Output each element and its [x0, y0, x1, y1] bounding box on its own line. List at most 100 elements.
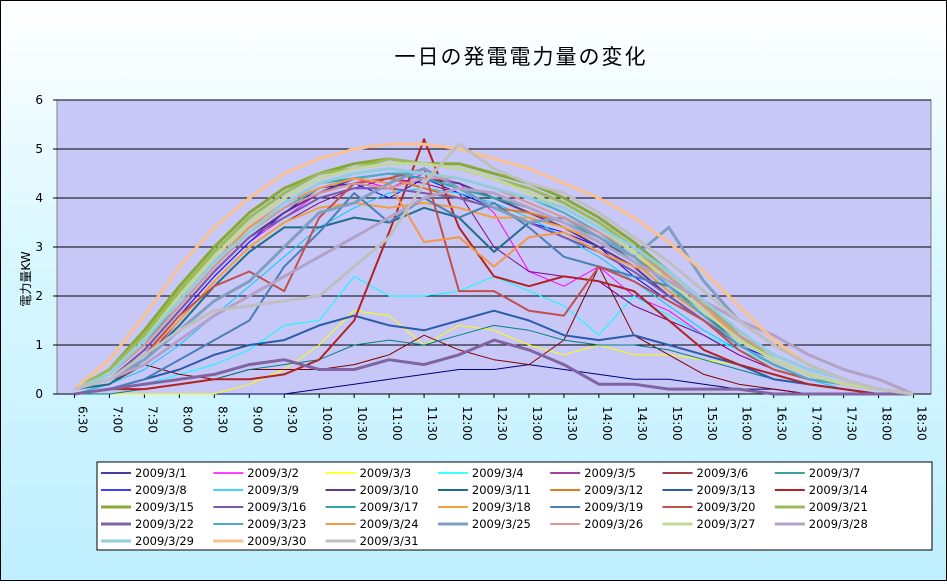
legend-item: 2009/3/31 — [325, 534, 419, 548]
legend-label: 2009/3/31 — [360, 534, 419, 548]
x-tick-label: 9:00 — [250, 406, 264, 433]
legend-label: 2009/3/14 — [809, 483, 868, 497]
legend-item: 2009/3/13 — [662, 483, 756, 497]
x-tick-label: 16:00 — [740, 406, 754, 441]
legend-label: 2009/3/19 — [584, 500, 643, 514]
series-line-2009/3/20 — [74, 167, 914, 395]
series-line-2009/3/28 — [74, 186, 915, 396]
legend-item: 2009/3/20 — [662, 500, 756, 514]
legend-label: 2009/3/7 — [809, 466, 861, 480]
legend-label: 2009/3/28 — [809, 517, 868, 531]
x-tick-label: 18:00 — [880, 406, 894, 441]
y-axis-ticks: 0 1 2 3 4 5 6 — [35, 93, 57, 401]
legend-item: 2009/3/5 — [550, 466, 636, 480]
legend-label: 2009/3/15 — [135, 500, 194, 514]
legend-item: 2009/3/14 — [774, 483, 868, 497]
x-tick-label: 18:30 — [915, 406, 929, 441]
legend-item: 2009/3/15 — [101, 500, 194, 514]
legend-item: 2009/3/16 — [213, 500, 306, 514]
legend-label: 2009/3/24 — [360, 517, 419, 531]
x-tick-label: 13:00 — [530, 406, 544, 441]
y-tick-label: 2 — [35, 289, 43, 303]
legend-label: 2009/3/21 — [809, 500, 868, 514]
y-tick-label: 1 — [35, 338, 43, 352]
y-tick-label: 3 — [35, 240, 43, 254]
legend-item: 2009/3/23 — [213, 517, 306, 531]
legend-item: 2009/3/2 — [213, 466, 299, 480]
legend-label: 2009/3/26 — [584, 517, 643, 531]
y-tick-label: 5 — [35, 142, 43, 156]
legend-label: 2009/3/22 — [135, 517, 194, 531]
legend-label: 2009/3/5 — [584, 466, 636, 480]
x-tick-label: 17:00 — [810, 406, 824, 441]
x-tick-label: 6:30 — [75, 406, 89, 433]
x-tick-label: 12:30 — [495, 406, 509, 441]
x-tick-label: 11:30 — [425, 406, 439, 441]
legend-item: 2009/3/21 — [774, 500, 868, 514]
legend: 2009/3/1 2009/3/2 2009/3/3 2009/3/4 2009/3/5… — [101, 466, 868, 548]
x-tick-label: 7:00 — [110, 406, 124, 433]
legend-item: 2009/3/12 — [550, 483, 643, 497]
legend-item: 2009/3/8 — [101, 483, 187, 497]
legend-label: 2009/3/6 — [697, 466, 749, 480]
x-tick-label: 14:00 — [600, 406, 614, 441]
legend-label: 2009/3/20 — [697, 500, 756, 514]
legend-label: 2009/3/9 — [247, 483, 299, 497]
series-line-2009/3/22 — [74, 338, 914, 396]
series-line-2009/3/31 — [74, 142, 914, 396]
x-tick-label: 11:00 — [390, 406, 404, 441]
x-axis-ticks: 6:30 7:00 7:30 8:00 8:30 9:00 9:30 10:00 10:30 11… — [57, 393, 931, 441]
legend-item: 2009/3/24 — [325, 517, 419, 531]
x-tick-label: 13:30 — [565, 406, 579, 441]
legend-label: 2009/3/10 — [360, 483, 419, 497]
x-tick-label: 15:00 — [670, 406, 684, 441]
x-tick-label: 7:30 — [145, 406, 159, 433]
legend-label: 2009/3/29 — [135, 534, 194, 548]
legend-label: 2009/3/3 — [360, 466, 412, 480]
legend-item: 2009/3/25 — [437, 517, 531, 531]
legend-item: 2009/3/1 — [101, 466, 187, 480]
legend-label: 2009/3/4 — [472, 466, 524, 480]
legend-item: 2009/3/29 — [101, 534, 194, 548]
series-line-2009/3/13 — [74, 309, 914, 395]
series-line-2009/3/30 — [73, 142, 914, 396]
y-tick-label: 0 — [35, 387, 43, 401]
series-lines — [73, 138, 915, 396]
legend-item: 2009/3/6 — [662, 466, 749, 480]
legend-item: 2009/3/19 — [550, 500, 643, 514]
legend-item: 2009/3/3 — [325, 466, 412, 480]
legend-label: 2009/3/27 — [697, 517, 756, 531]
legend-label: 2009/3/18 — [472, 500, 531, 514]
legend-item: 2009/3/17 — [325, 500, 419, 514]
legend-item: 2009/3/18 — [437, 500, 531, 514]
x-tick-label: 14:30 — [635, 406, 649, 441]
legend-item: 2009/3/11 — [437, 483, 531, 497]
x-tick-label: 15:30 — [705, 406, 719, 441]
legend-label: 2009/3/16 — [247, 500, 306, 514]
x-tick-label: 10:30 — [355, 406, 369, 441]
series-line-2009/3/29 — [73, 167, 914, 396]
legend-label: 2009/3/25 — [472, 517, 531, 531]
legend-item: 2009/3/7 — [774, 466, 861, 480]
legend-item: 2009/3/30 — [213, 534, 306, 548]
x-tick-label: 17:30 — [845, 406, 859, 441]
legend-item: 2009/3/9 — [213, 483, 299, 497]
x-tick-label: 10:00 — [320, 406, 334, 441]
x-tick-label: 12:00 — [460, 406, 474, 441]
legend-item: 2009/3/10 — [325, 483, 419, 497]
legend-label: 2009/3/30 — [247, 534, 306, 548]
legend-label: 2009/3/11 — [472, 483, 531, 497]
legend-label: 2009/3/8 — [135, 483, 187, 497]
series-line-2009/3/27 — [73, 162, 914, 396]
y-tick-label: 6 — [35, 93, 43, 107]
x-tick-label: 8:30 — [215, 406, 229, 433]
legend-label: 2009/3/1 — [135, 466, 187, 480]
chart-title: 一日の発電電力量の変化 — [395, 45, 648, 69]
legend-label: 2009/3/2 — [247, 466, 299, 480]
x-tick-label: 8:00 — [180, 406, 194, 433]
y-tick-label: 4 — [35, 191, 43, 205]
legend-item: 2009/3/22 — [101, 517, 194, 531]
x-tick-label: 9:30 — [285, 406, 299, 433]
legend-label: 2009/3/13 — [697, 483, 756, 497]
